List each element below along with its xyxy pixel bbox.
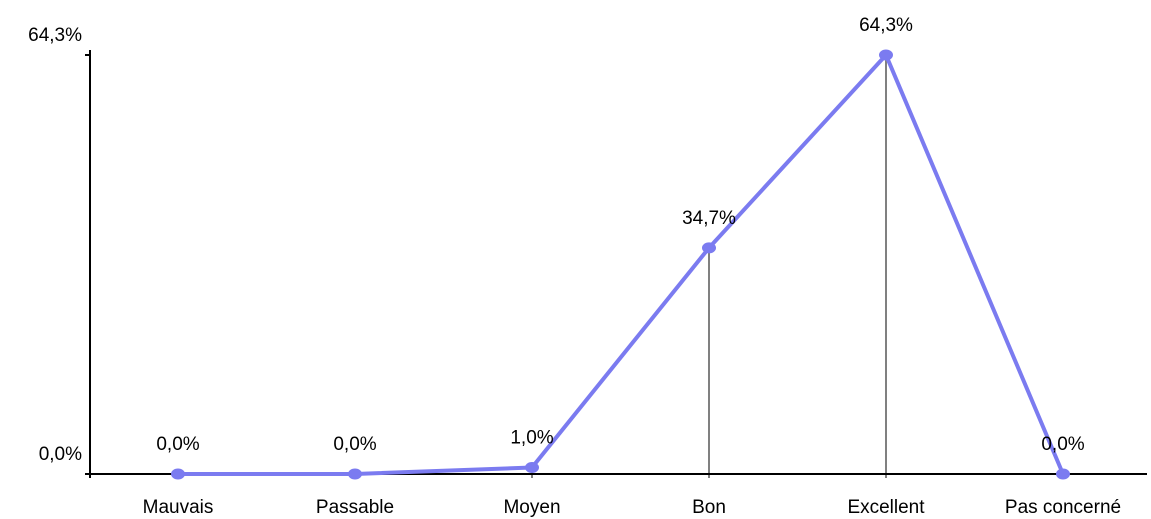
data-point-1 bbox=[348, 468, 362, 480]
data-label-1: 0,0% bbox=[333, 434, 376, 455]
data-label-0: 0,0% bbox=[156, 434, 199, 455]
data-point-4 bbox=[879, 49, 893, 61]
data-points bbox=[171, 49, 1070, 480]
data-point-0 bbox=[171, 468, 185, 480]
data-point-3 bbox=[702, 242, 716, 254]
data-label-2: 1,0% bbox=[510, 427, 553, 448]
category-label-1: Passable bbox=[316, 497, 394, 518]
y-tick-label-1: 64,3% bbox=[28, 25, 82, 46]
data-point-2 bbox=[525, 461, 539, 473]
category-label-5: Pas concerné bbox=[1005, 497, 1121, 518]
data-label-4: 64,3% bbox=[859, 15, 913, 36]
category-label-2: Moyen bbox=[503, 497, 560, 518]
data-labels: 0,0% 0,0% 1,0% 34,7% 64,3% 0,0% bbox=[156, 15, 1084, 455]
data-point-5 bbox=[1056, 468, 1070, 480]
y-tick-label-0: 0,0% bbox=[39, 444, 82, 465]
series-line bbox=[178, 53, 1065, 476]
category-label-4: Excellent bbox=[847, 497, 925, 518]
category-label-3: Bon bbox=[692, 497, 726, 518]
drop-lines bbox=[531, 55, 887, 474]
y-axis-ticks: 0,0% 64,3% bbox=[28, 25, 90, 475]
category-label-0: Mauvais bbox=[143, 497, 214, 518]
data-label-5: 0,0% bbox=[1041, 434, 1084, 455]
data-label-3: 34,7% bbox=[682, 208, 736, 229]
category-labels: Mauvais Passable Moyen Bon Excellent Pas conc… bbox=[143, 497, 1121, 518]
